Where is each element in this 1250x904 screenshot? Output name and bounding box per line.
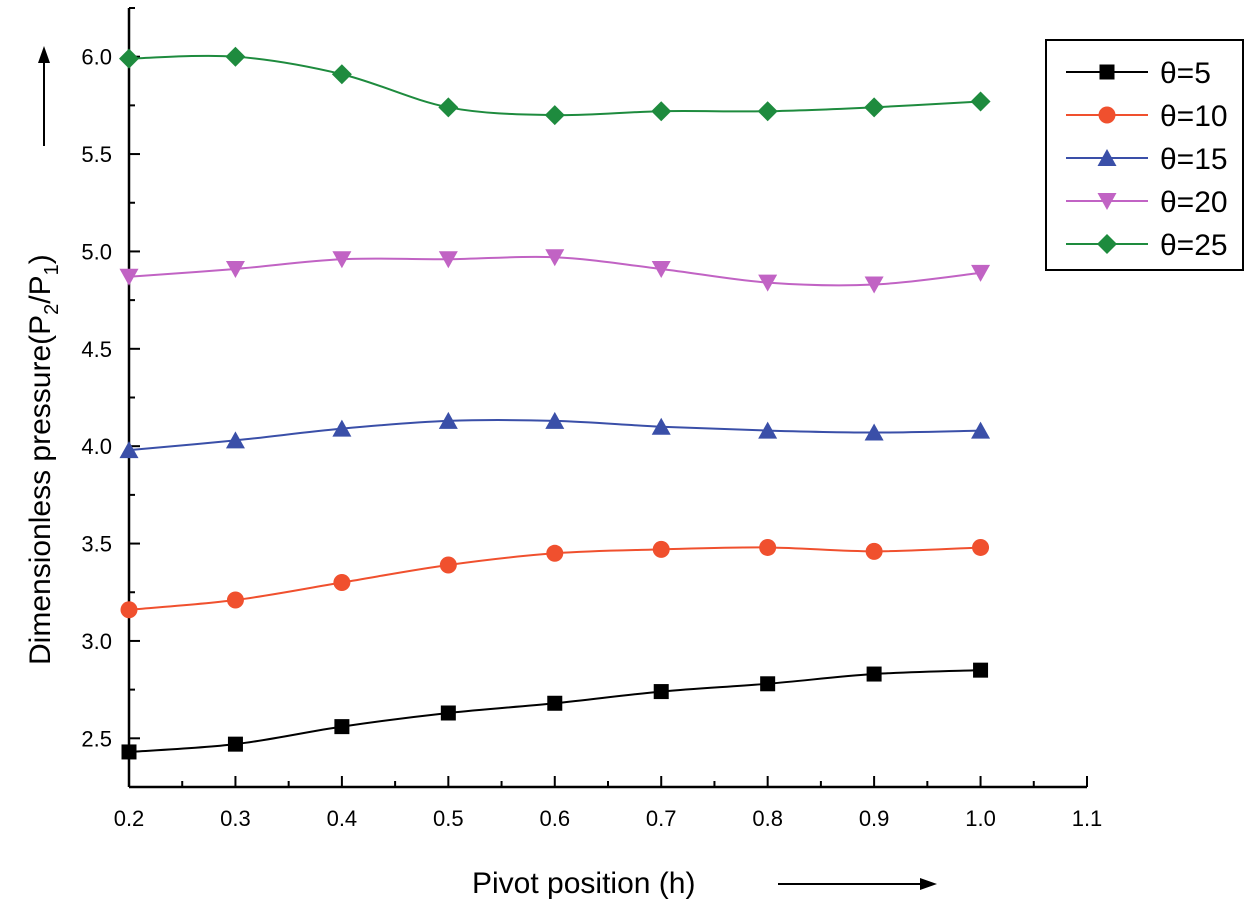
data-point: [334, 719, 350, 735]
data-point: [333, 574, 351, 592]
x-tick-label: 0.9: [859, 806, 890, 831]
data-point: [331, 64, 352, 85]
data-point: [864, 97, 885, 118]
data-point: [225, 46, 246, 67]
data-point: [225, 431, 245, 449]
data-point: [439, 556, 457, 574]
x-tick-label: 0.7: [646, 806, 677, 831]
x-tick-label: 0.3: [220, 806, 251, 831]
data-point: [226, 591, 244, 609]
data-point: [547, 695, 563, 711]
legend-marker: [1097, 193, 1117, 210]
x-tick-label: 0.5: [433, 806, 464, 831]
data-point: [121, 744, 137, 760]
data-point: [971, 264, 991, 282]
y-tick-labels: 2.5 3.0 3.5 4.0 4.5 5.0 5.5 6.0: [81, 45, 112, 752]
data-point: [757, 101, 778, 122]
data-point: [332, 419, 352, 437]
data-point: [866, 666, 882, 682]
data-point: [438, 251, 458, 269]
data-point: [651, 101, 672, 122]
data-point: [544, 105, 565, 126]
data-point: [546, 544, 564, 562]
data-point: [758, 274, 778, 292]
y-axis-title-sub-2: 2: [41, 304, 63, 315]
data-point: [119, 441, 139, 459]
data-point: [653, 684, 669, 700]
data-point: [651, 260, 671, 278]
legend-marker: [1099, 64, 1115, 80]
y-tick-label: 5.5: [81, 142, 112, 167]
y-tick-label: 3.5: [81, 532, 112, 557]
series-layer: [119, 46, 991, 760]
y-axis-title-sub-1: 1: [41, 264, 63, 275]
legend-marker: [1098, 106, 1116, 124]
legend-item: θ=25: [1066, 229, 1228, 262]
legend-item: θ=20: [1066, 186, 1228, 219]
data-point: [119, 268, 139, 286]
y-tick-label: 3.0: [81, 629, 112, 654]
data-point: [227, 736, 243, 752]
data-point: [864, 423, 884, 441]
data-point: [438, 97, 459, 118]
data-point: [759, 538, 777, 556]
y-axis-arrow: [38, 46, 50, 146]
series-3: [119, 411, 991, 459]
x-tick-labels: 0.2 0.3 0.4 0.5 0.6 0.7 0.8 0.9 1.0 1.1: [114, 806, 1103, 831]
data-point: [438, 411, 458, 429]
x-tick-label: 0.4: [327, 806, 358, 831]
data-point: [865, 542, 883, 560]
x-axis-title: Pivot position (h): [472, 867, 695, 900]
data-point: [440, 705, 456, 721]
data-point: [545, 249, 565, 267]
series-4: [119, 249, 991, 294]
x-axis-arrow: [778, 878, 937, 890]
data-point: [545, 411, 565, 429]
data-point: [972, 538, 990, 556]
data-point: [864, 276, 884, 294]
data-point: [651, 417, 671, 435]
data-point: [970, 91, 991, 112]
data-point: [120, 601, 138, 619]
legend-label: θ=10: [1160, 100, 1228, 133]
y-tick-label: 5.0: [81, 239, 112, 264]
y-tick-label: 2.5: [81, 726, 112, 751]
data-point: [652, 540, 670, 558]
legend-item: θ=5: [1066, 57, 1211, 90]
legend-label: θ=20: [1160, 186, 1228, 219]
y-tick-label: 4.0: [81, 434, 112, 459]
data-point: [971, 421, 991, 439]
legend-label: θ=5: [1160, 57, 1211, 90]
y-tick-label: 4.5: [81, 337, 112, 362]
axis-ticks: [128, 7, 1088, 788]
legend-item: θ=15: [1066, 143, 1228, 176]
legend-item: θ=10: [1066, 100, 1228, 133]
legend-label: θ=25: [1160, 229, 1228, 262]
series-line: [128, 669, 981, 753]
y-axis-title: Dimensionless pressure(P2/P1): [24, 254, 63, 665]
x-tick-label: 1.1: [1072, 806, 1103, 831]
series-5: [119, 46, 991, 126]
x-tick-label: 0.6: [539, 806, 570, 831]
data-point: [760, 676, 776, 692]
data-point: [758, 421, 778, 439]
x-tick-label: 0.2: [114, 806, 145, 831]
legend-box: [1045, 39, 1244, 271]
data-point: [119, 48, 139, 69]
x-tick-label: 0.8: [752, 806, 783, 831]
legend: θ=5 θ=10 θ=15 θ=20 θ=25: [1066, 57, 1228, 262]
data-point: [973, 662, 989, 678]
series-2: [120, 538, 990, 619]
legend-marker: [1097, 149, 1117, 166]
y-tick-label: 6.0: [81, 45, 112, 70]
data-point: [332, 251, 352, 269]
legend-label: θ=15: [1160, 143, 1228, 176]
data-point: [225, 260, 245, 278]
series-1: [121, 662, 989, 760]
x-tick-label: 1.0: [965, 806, 996, 831]
legend-marker: [1097, 234, 1117, 254]
